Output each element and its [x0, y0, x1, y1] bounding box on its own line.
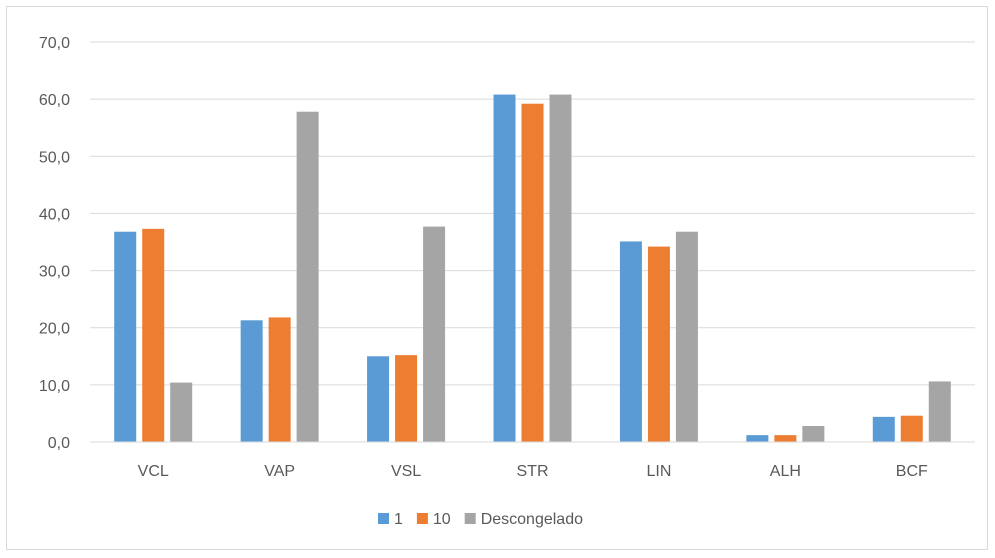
legend-item-Descongelado: Descongelado — [464, 511, 583, 528]
bar-VAP-1 — [240, 320, 263, 442]
bars — [114, 94, 951, 443]
bar-LIN-10 — [647, 246, 670, 442]
bar-STR-10 — [521, 103, 544, 442]
bar-BCF-1 — [872, 416, 895, 442]
x-tick-label: VCL — [138, 463, 169, 480]
y-tick-label: 10,0 — [39, 378, 70, 395]
legend-swatch — [416, 513, 428, 524]
bar-VSL-1 — [367, 356, 390, 442]
bar-ALH-1 — [746, 435, 769, 442]
x-tick-label: VAP — [264, 463, 295, 480]
legend-swatch — [464, 513, 476, 524]
legend-item-10: 10 — [416, 511, 451, 528]
y-tick-label: 40,0 — [39, 206, 70, 223]
bar-VCL-10 — [142, 228, 165, 442]
y-tick-label: 30,0 — [39, 264, 70, 281]
y-tick-label: 50,0 — [39, 149, 70, 166]
bar-STR-1 — [493, 94, 516, 443]
legend-item-1: 1 — [378, 511, 403, 528]
x-tick-label: VSL — [391, 463, 421, 480]
y-tick-label: 0,0 — [48, 435, 70, 452]
bar-STR-Descongelado — [549, 94, 572, 443]
legend: 1 10 Descongelado — [378, 511, 583, 528]
bar-LIN-Descongelado — [675, 231, 698, 442]
bar-VSL-10 — [395, 355, 418, 442]
bar-VCL-1 — [114, 231, 137, 442]
bar-BCF-Descongelado — [928, 381, 951, 442]
legend-label: Descongelado — [481, 511, 583, 528]
bar-VAP-Descongelado — [296, 111, 319, 442]
x-tick-label: BCF — [896, 463, 928, 480]
bar-VSL-Descongelado — [423, 226, 446, 442]
bar-LIN-1 — [619, 241, 642, 442]
x-axis: VCL VAP VSL STR LIN ALH BCF — [90, 441, 975, 480]
x-tick-label: LIN — [646, 463, 671, 480]
y-tick-label: 20,0 — [39, 321, 70, 338]
legend-label: 10 — [433, 511, 451, 528]
y-tick-label: 60,0 — [39, 92, 70, 109]
y-axis: 0,0 10,0 20,0 30,0 40,0 50,0 60,0 70,0 — [39, 35, 70, 452]
legend-swatch — [378, 513, 389, 524]
bar-ALH-10 — [774, 435, 797, 442]
bar-VCL-Descongelado — [170, 382, 193, 442]
bar-VAP-10 — [268, 317, 291, 442]
x-tick-label: ALH — [770, 463, 801, 480]
x-tick-label: STR — [517, 463, 549, 480]
y-tick-label: 70,0 — [39, 35, 70, 52]
bar-BCF-10 — [900, 415, 923, 442]
legend-label: 1 — [394, 511, 403, 528]
bar-ALH-Descongelado — [802, 426, 825, 442]
